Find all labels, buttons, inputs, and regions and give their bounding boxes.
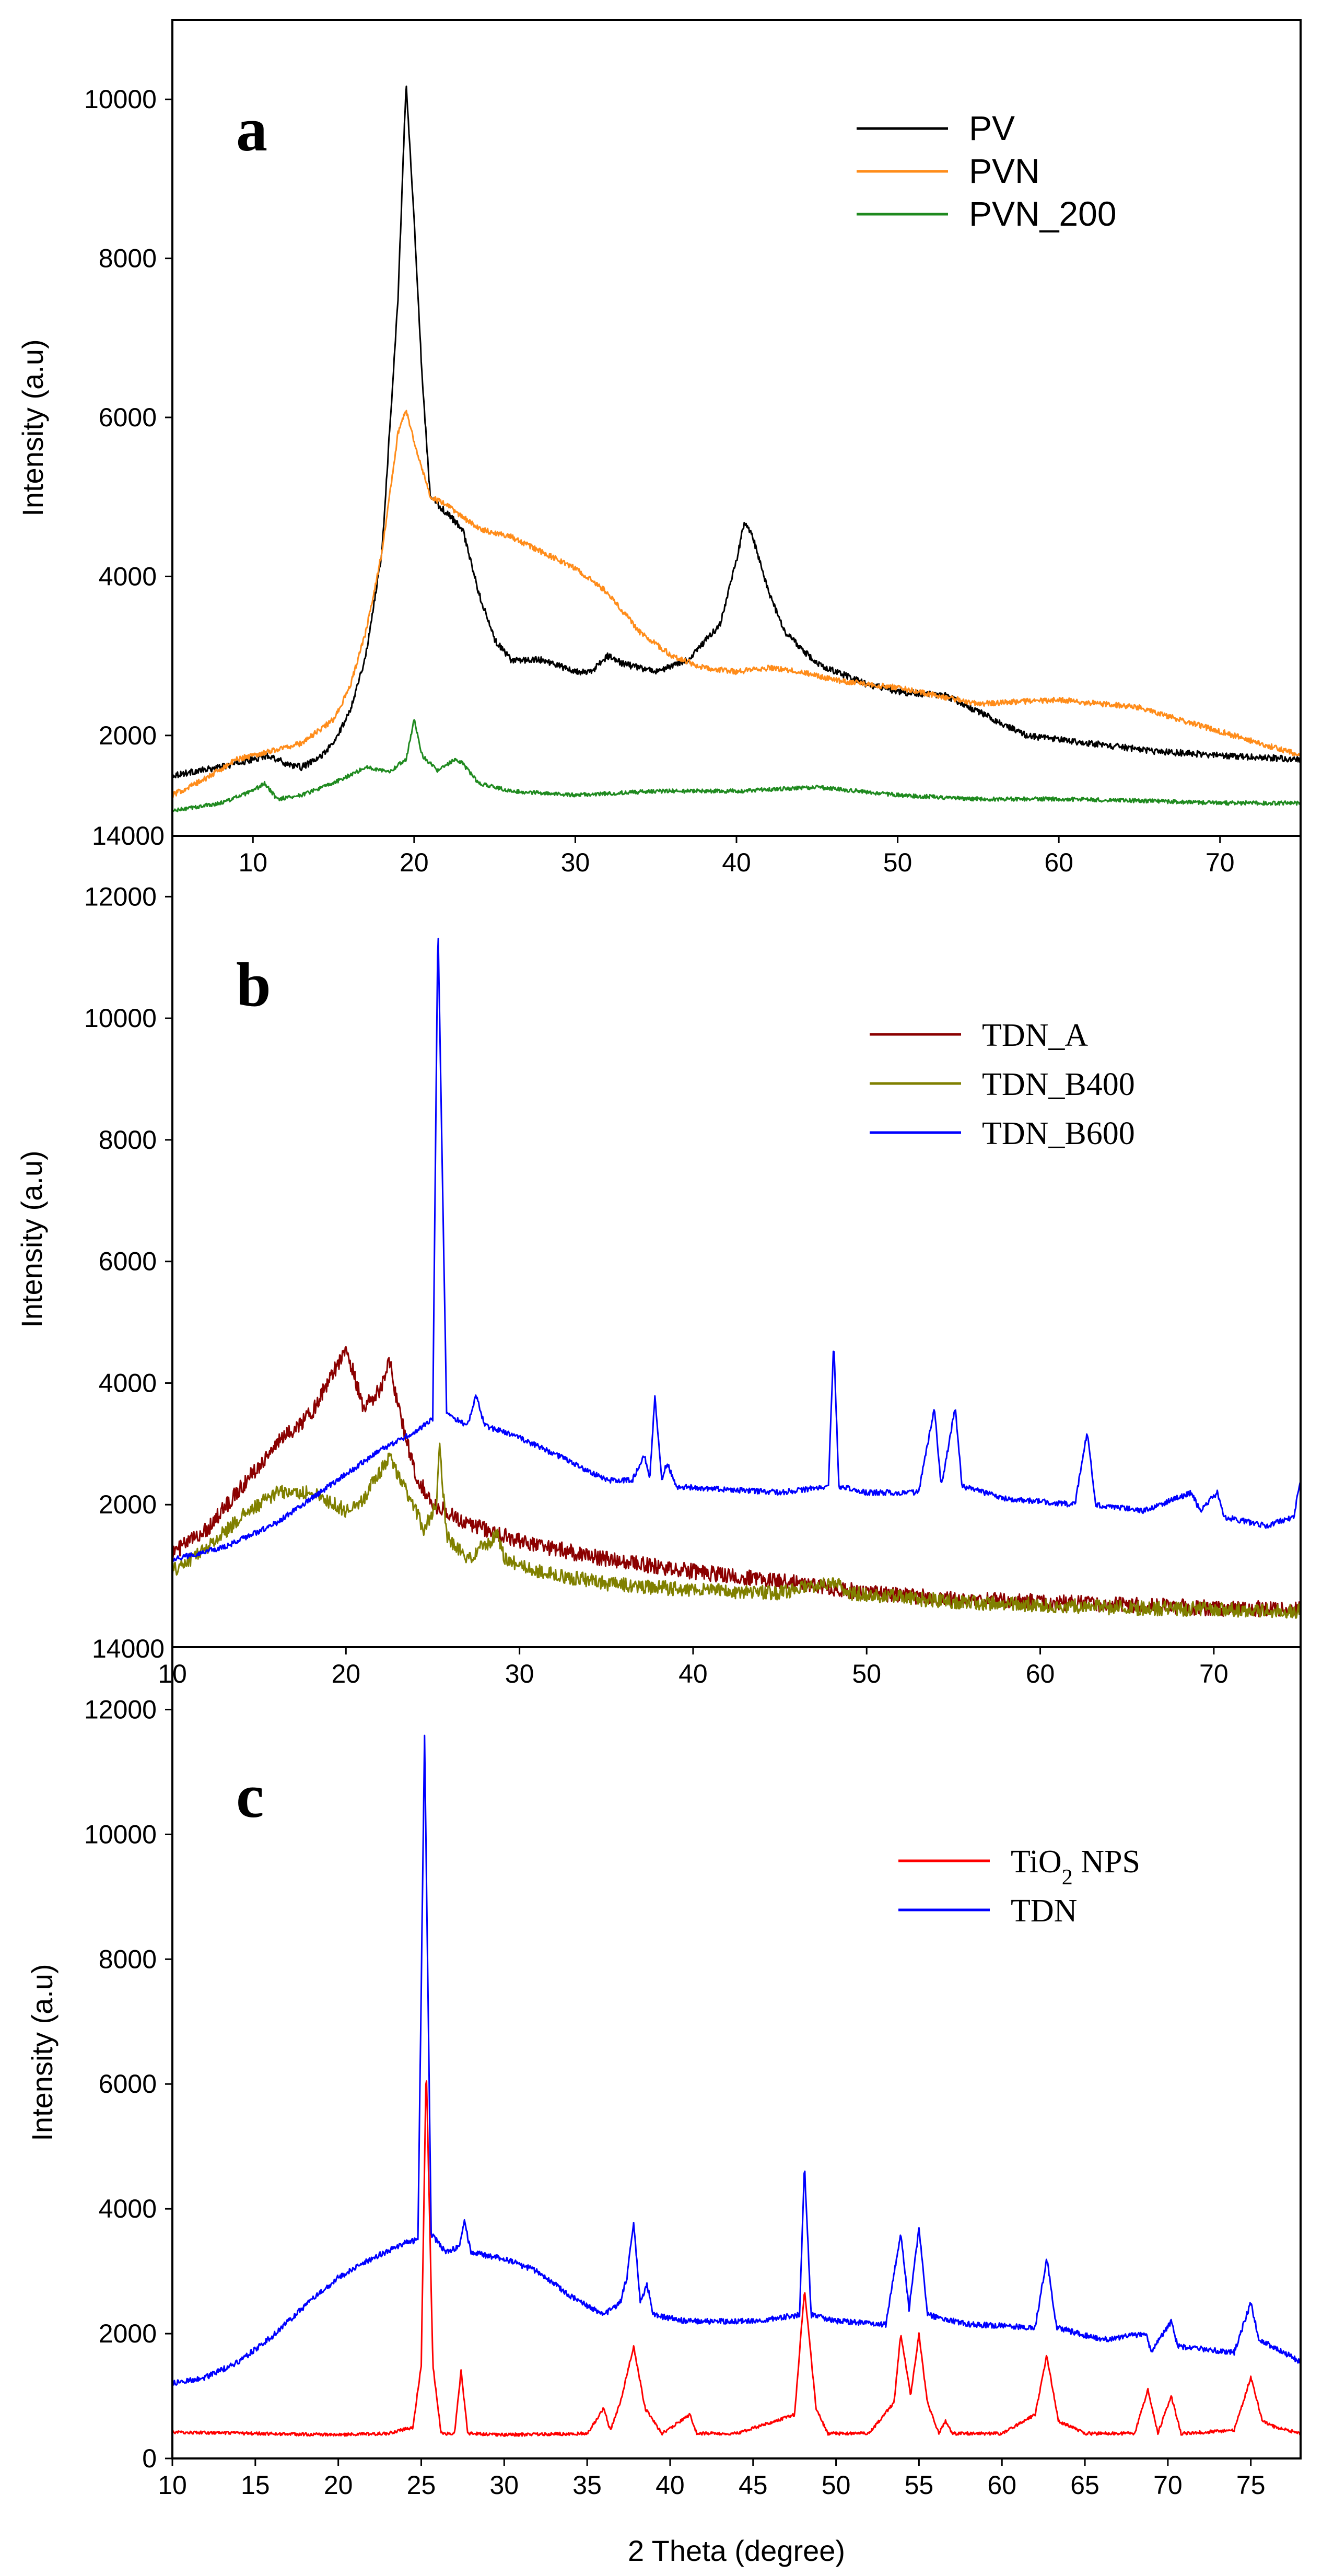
x-tick-label: 40 [656,2470,685,2500]
y-tick-label: 8000 [99,1125,157,1155]
y-tick-label: 10000 [84,1004,157,1033]
legend-label: TDN [1011,1893,1077,1929]
panel-a-series-pvn-200 [172,719,1301,812]
legend-label: TDN_A [982,1018,1088,1053]
x-tick-label: 60 [1044,848,1073,877]
x-tick-label: 60 [987,2470,1016,2500]
panel-a-series-pv [172,85,1301,778]
x-tick-label: 70 [1153,2470,1183,2500]
panel-a-bottom-label: 14000 [92,821,165,850]
y-tick-label: 6000 [99,2069,157,2099]
legend-label: PVN [969,151,1040,190]
panel-b-plot-area [172,938,1301,1619]
y-tick-label: 12000 [84,1695,157,1724]
x-axis-label: 2 Theta (degree) [628,2534,845,2567]
y-tick-label: 8000 [99,1944,157,1974]
panel-b-y-ticks: 2000 4000 6000 8000 10000 12000 [84,882,172,1519]
x-tick-label: 40 [722,848,751,877]
y-tick-label: 6000 [99,1247,157,1276]
panel-b-series-tdn-a [172,1346,1301,1617]
x-tick-label: 70 [1199,1659,1229,1688]
panel-b-label: b [236,950,271,1019]
x-tick-label: 30 [561,848,590,877]
legend-label: TiO2 NPS [1011,1844,1140,1890]
panel-a-x-ticks: 10 20 30 40 50 60 70 [238,836,1235,877]
panel-a-series-pvn [172,410,1301,798]
legend-label: PVN_200 [969,194,1117,233]
panel-a: 2000 4000 6000 8000 10000 10 20 30 40 50 60 70 Int… [16,19,1302,877]
panel-a-label: a [236,95,267,164]
x-tick-label: 50 [852,1659,881,1688]
x-tick-label: 40 [678,1659,708,1688]
panel-c-x-ticks: 10 15 20 25 30 35 40 45 50 55 60 65 70 75 [158,2458,1266,2500]
x-tick-label: 45 [739,2470,768,2500]
panel-c-label: c [236,1761,264,1831]
x-tick-label: 30 [505,1659,534,1688]
x-tick-label: 20 [400,848,429,877]
y-tick-label: 12000 [84,882,157,911]
x-tick-label: 60 [1026,1659,1055,1688]
panel-a-legend: PV PVN PVN_200 [857,109,1117,233]
y-tick-label: 0 [142,2444,157,2473]
panel-b: 2000 4000 6000 8000 10000 12000 10 20 30 40 50 60 7… [15,835,1302,1688]
panel-c-series-tio2-nps [172,2080,1301,2437]
panel-c-y-ticks: 0 2000 4000 6000 8000 10000 12000 [84,1695,172,2473]
panel-b-series-tdn-b400 [172,1442,1301,1619]
legend-label: PV [969,109,1015,147]
panel-c-y-axis-label: Intensity (a.u) [26,1964,59,2141]
panel-c-frame [171,1646,1302,2460]
x-tick-label: 70 [1206,848,1235,877]
x-tick-label: 30 [489,2470,519,2500]
x-tick-label: 20 [331,1659,360,1688]
panel-c-series-tdn [172,1734,1301,2386]
panel-c-plot-area [172,1734,1301,2437]
panel-c: 0 2000 4000 6000 8000 10000 12000 10 15 20 25 30 35… [26,1646,1302,2567]
y-tick-label: 2000 [99,2319,157,2348]
y-tick-label: 4000 [99,1368,157,1397]
x-tick-label: 35 [572,2470,602,2500]
panel-b-bottom-label: 14000 [92,1634,165,1663]
panel-b-series-tdn-b600 [172,938,1301,1563]
y-tick-label: 10000 [84,85,157,114]
x-tick-label: 75 [1236,2470,1266,2500]
legend-label: TDN_B400 [982,1067,1135,1102]
x-tick-label: 55 [905,2470,934,2500]
y-tick-label: 4000 [99,2194,157,2223]
x-tick-label: 65 [1070,2470,1099,2500]
y-tick-label: 2000 [99,721,157,750]
legend-label: TDN_B600 [982,1116,1135,1151]
x-tick-label: 25 [407,2470,436,2500]
y-tick-label: 10000 [84,1820,157,1849]
y-tick-label: 6000 [99,403,157,432]
panel-a-y-axis-label: Intensity (a.u) [16,339,49,516]
panel-b-legend: TDN_A TDN_B400 TDN_B600 [870,1018,1135,1151]
panel-b-y-axis-label: Intensity (a.u) [15,1150,48,1327]
x-tick-label: 10 [158,2470,187,2500]
panel-a-plot-area [172,85,1301,812]
x-tick-label: 50 [883,848,912,877]
x-tick-label: 10 [238,848,267,877]
x-tick-label: 20 [324,2470,353,2500]
x-tick-label: 15 [241,2470,270,2500]
y-tick-label: 2000 [99,1490,157,1519]
panel-a-y-ticks: 2000 4000 6000 8000 10000 [84,85,172,750]
y-tick-label: 8000 [99,244,157,273]
y-tick-label: 4000 [99,562,157,591]
x-tick-label: 50 [822,2470,851,2500]
